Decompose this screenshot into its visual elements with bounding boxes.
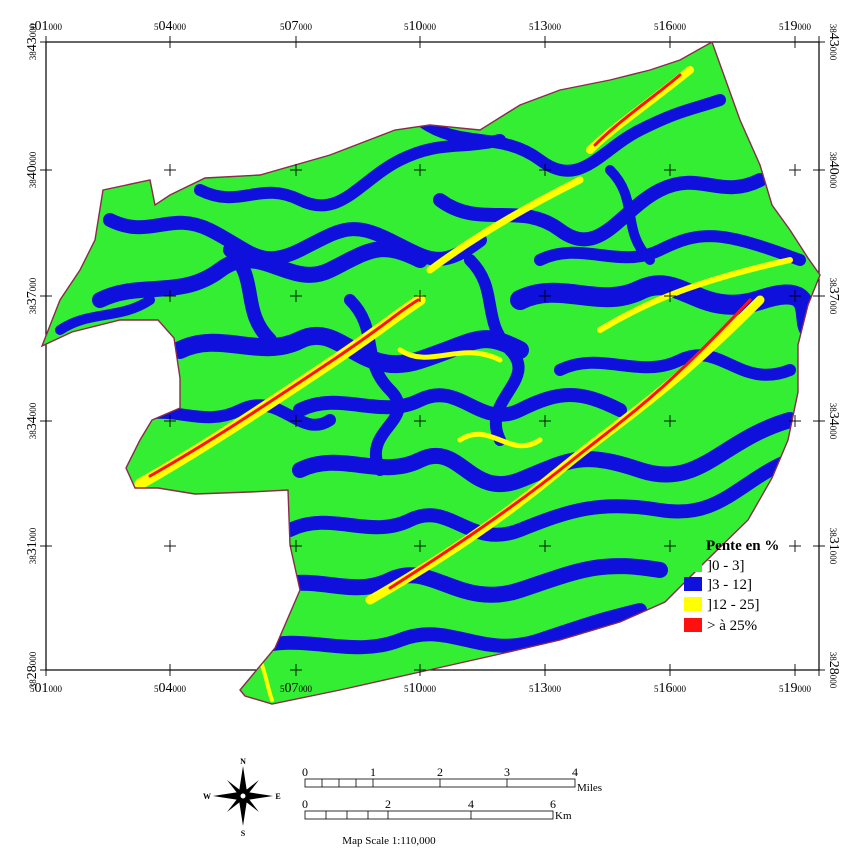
left-tick-label: 3843000 <box>25 23 40 60</box>
right-tick-label: 3834000 <box>826 403 841 440</box>
bottom-tick-label: 507000 <box>280 681 313 696</box>
miles-tick-2: 2 <box>437 765 443 779</box>
legend: Pente en % ]0 - 3] ]3 - 12] ]12 - 25] > … <box>684 538 779 634</box>
miles-unit-label: Miles <box>577 782 602 794</box>
legend-swatch-moderate <box>684 597 702 611</box>
miles-tick-1: 1 <box>370 765 376 779</box>
miles-tick-0: 0 <box>302 765 308 779</box>
top-tick-label: 516000 <box>654 19 687 34</box>
right-tick-label: 3843000 <box>826 24 841 61</box>
slope-class-flat-area <box>42 42 820 704</box>
scale-bar-km-frame <box>304 810 554 820</box>
right-tick-label: 3831000 <box>826 528 841 565</box>
miles-tick-3: 3 <box>504 765 510 779</box>
legend-label-steep: > à 25% <box>707 618 757 634</box>
south-label: S <box>241 829 246 838</box>
top-tick-label: 507000 <box>280 19 313 34</box>
top-tick-label: 510000 <box>404 19 437 34</box>
bottom-tick-label: 501000 <box>30 681 63 696</box>
legend-label-moderate: ]12 - 25] <box>707 597 760 613</box>
km-tick-3: 6 <box>550 797 556 811</box>
km-tick-1: 2 <box>385 797 391 811</box>
map-scale-text: Map Scale 1:110,000 <box>342 835 436 847</box>
legend-swatch-flat <box>684 558 702 572</box>
left-tick-label: 3837000 <box>25 277 40 314</box>
right-axis-labels: 3843000 3840000 3837000 3834000 3831000 … <box>826 24 841 689</box>
top-tick-label: 504000 <box>154 19 187 34</box>
left-tick-label: 3828000 <box>25 651 40 688</box>
legend-swatch-steep <box>684 618 702 632</box>
miles-tick-4: 4 <box>572 765 578 779</box>
left-tick-label: 3840000 <box>25 151 40 188</box>
study-area-boundary <box>40 40 821 705</box>
legend-label-gentle: ]3 - 12] <box>707 577 752 593</box>
legend-swatch-gentle <box>684 577 702 591</box>
legend-title: Pente en % <box>706 538 779 554</box>
right-tick-label: 3840000 <box>826 152 841 189</box>
grid-crosses <box>40 36 825 676</box>
left-tick-label: 3834000 <box>25 402 40 439</box>
west-label: W <box>203 792 211 801</box>
right-tick-label: 3837000 <box>826 278 841 315</box>
slope-class-steep-areas <box>148 73 752 590</box>
bottom-tick-label: 516000 <box>654 681 687 696</box>
scale-bar-miles: 0 1 2 3 4 Miles <box>302 765 602 794</box>
bottom-axis-labels: 501000 504000 507000 510000 513000 51600… <box>30 681 812 696</box>
km-unit-label: Km <box>555 810 572 822</box>
scale-bar-km: 0 2 4 6 Km <box>302 797 572 822</box>
bottom-tick-label: 510000 <box>404 681 437 696</box>
legend-label-flat: ]0 - 3] <box>707 558 745 574</box>
left-tick-label: 3831000 <box>25 527 40 564</box>
east-label: E <box>275 792 280 801</box>
km-tick-0: 0 <box>302 797 308 811</box>
top-tick-label: 501000 <box>30 19 63 34</box>
top-tick-label: 513000 <box>529 19 562 34</box>
km-tick-2: 4 <box>468 797 474 811</box>
north-label: N <box>240 757 246 766</box>
slope-raster <box>42 42 820 704</box>
map-frame <box>45 41 820 671</box>
top-tick-label: 519000 <box>779 19 812 34</box>
top-axis-labels: 501000 504000 507000 510000 513000 51600… <box>30 19 812 34</box>
left-axis-labels: 3843000 3840000 3837000 3834000 3831000 … <box>25 23 40 688</box>
bottom-tick-label: 519000 <box>779 681 812 696</box>
north-arrow-icon: N S W E <box>203 757 281 838</box>
right-tick-label: 3828000 <box>826 652 841 689</box>
bottom-tick-label: 504000 <box>154 681 187 696</box>
bottom-tick-label: 513000 <box>529 681 562 696</box>
